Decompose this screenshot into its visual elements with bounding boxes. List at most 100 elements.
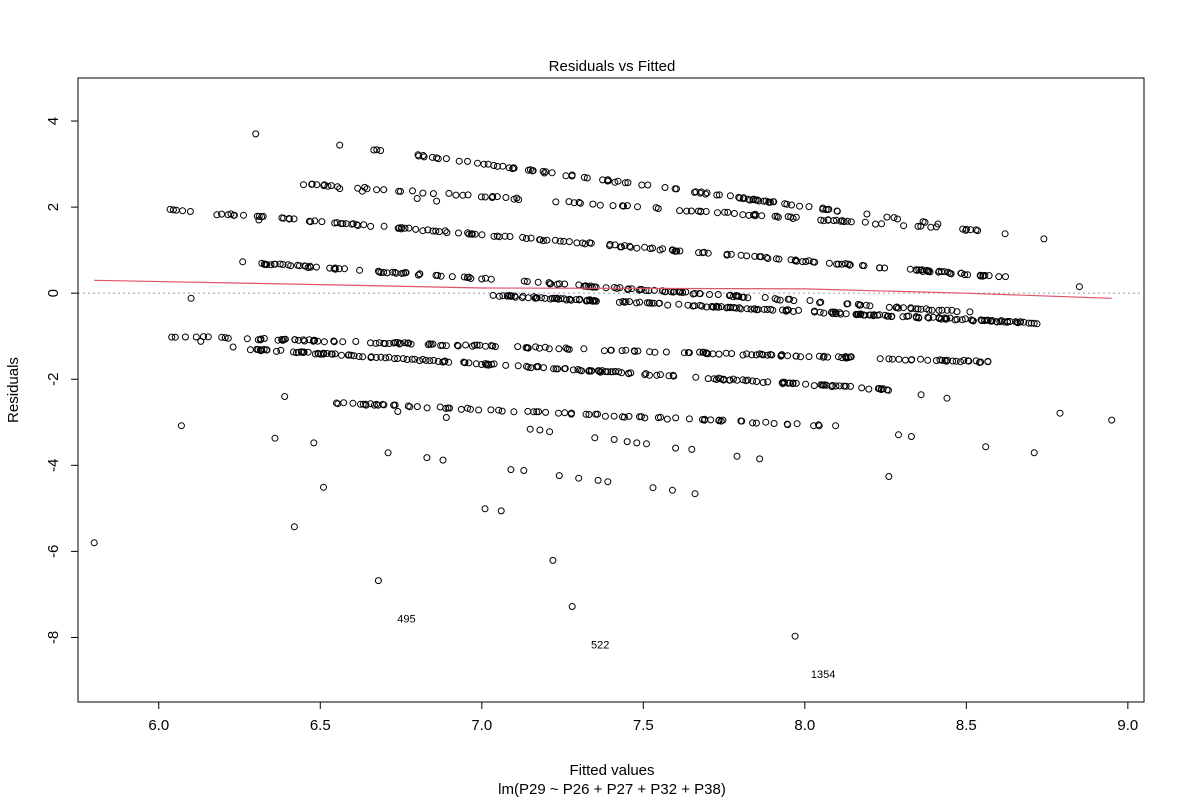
residual-point: [609, 202, 617, 210]
residual-point: [633, 439, 641, 447]
residual-point: [622, 346, 630, 354]
residual-point: [548, 294, 556, 302]
residual-point: [546, 428, 554, 436]
residual-point: [568, 603, 576, 610]
residual-point: [594, 476, 602, 484]
residual-point: [314, 337, 322, 345]
residual-point: [984, 357, 992, 365]
residual-point: [969, 317, 977, 325]
residual-point: [694, 207, 702, 215]
residual-point: [811, 258, 819, 266]
residual-point: [320, 182, 328, 190]
residual-point: [669, 246, 677, 254]
residual-point: [961, 315, 969, 323]
residual-point: [997, 317, 1005, 325]
residual-point: [626, 242, 634, 250]
residual-point: [565, 198, 573, 206]
residual-point: [732, 304, 740, 312]
residual-point: [171, 333, 179, 341]
residual-point: [273, 347, 280, 355]
residual-point: [484, 360, 492, 368]
residual-point: [943, 356, 951, 364]
residual-point: [540, 169, 548, 177]
residual-point: [610, 436, 618, 443]
residual-point: [482, 274, 490, 282]
residual-point: [727, 250, 735, 258]
residual-point: [981, 317, 989, 325]
residual-point: [976, 359, 983, 366]
residual-point: [656, 299, 663, 307]
residual-point: [423, 454, 431, 462]
residual-point: [611, 178, 619, 186]
residual-point: [502, 361, 510, 369]
residual-point: [995, 273, 1003, 281]
residual-point: [572, 296, 580, 304]
residual-point: [650, 286, 658, 294]
residual-point: [764, 255, 772, 262]
residual-point: [739, 351, 747, 359]
residual-point: [707, 416, 715, 424]
residual-point: [573, 239, 581, 247]
residual-point: [570, 199, 578, 207]
residual-point: [600, 347, 608, 355]
residual-point: [391, 268, 399, 276]
residual-point: [527, 234, 535, 242]
residual-point: [519, 292, 527, 300]
residual-point: [633, 244, 641, 252]
residual-point: [230, 211, 238, 219]
residual-point: [427, 340, 435, 348]
residual-point: [937, 315, 945, 323]
residual-point: [482, 361, 490, 369]
residual-point: [683, 207, 691, 215]
residual-point: [771, 295, 779, 303]
residual-point: [455, 229, 462, 237]
residual-point: [395, 224, 403, 232]
residual-point: [744, 195, 752, 203]
residual-point: [815, 421, 822, 429]
residual-point: [888, 313, 895, 321]
residual-point: [924, 313, 932, 321]
residual-point: [820, 217, 828, 225]
residual-point: [304, 348, 312, 356]
residual-point: [834, 260, 842, 268]
residual-point: [349, 220, 357, 228]
residual-point: [305, 217, 313, 225]
residual-point: [306, 262, 314, 270]
residual-point: [583, 174, 591, 182]
residual-point: [841, 260, 849, 268]
residual-point: [744, 294, 752, 302]
residual-point: [855, 310, 863, 318]
residual-point: [643, 440, 650, 448]
residual-point: [416, 357, 423, 365]
residual-point: [684, 301, 692, 309]
residual-point: [697, 188, 705, 196]
residual-point: [774, 213, 782, 221]
residual-point: [795, 306, 802, 314]
residual-point: [398, 224, 406, 232]
residual-point: [834, 353, 842, 361]
residual-point: [691, 490, 699, 498]
residual-point: [591, 434, 599, 442]
residual-point: [596, 201, 604, 209]
residual-point: [397, 339, 404, 347]
residual-point: [626, 298, 633, 306]
residual-point: [726, 192, 734, 200]
residual-point: [453, 341, 461, 349]
residual-point: [359, 353, 367, 361]
residual-point: [680, 349, 688, 357]
residual-point: [349, 399, 357, 407]
residual-point: [409, 187, 416, 195]
residual-point: [576, 366, 584, 374]
residual-point: [703, 303, 711, 311]
residual-point: [568, 171, 576, 179]
residual-point: [553, 294, 561, 302]
residual-point: [535, 408, 543, 416]
residual-point: [736, 194, 744, 202]
residual-point: [917, 222, 925, 230]
residual-point: [582, 410, 590, 418]
residual-point: [532, 294, 540, 302]
residual-point: [377, 353, 385, 361]
residual-point: [575, 296, 583, 304]
residual-point: [721, 208, 729, 216]
